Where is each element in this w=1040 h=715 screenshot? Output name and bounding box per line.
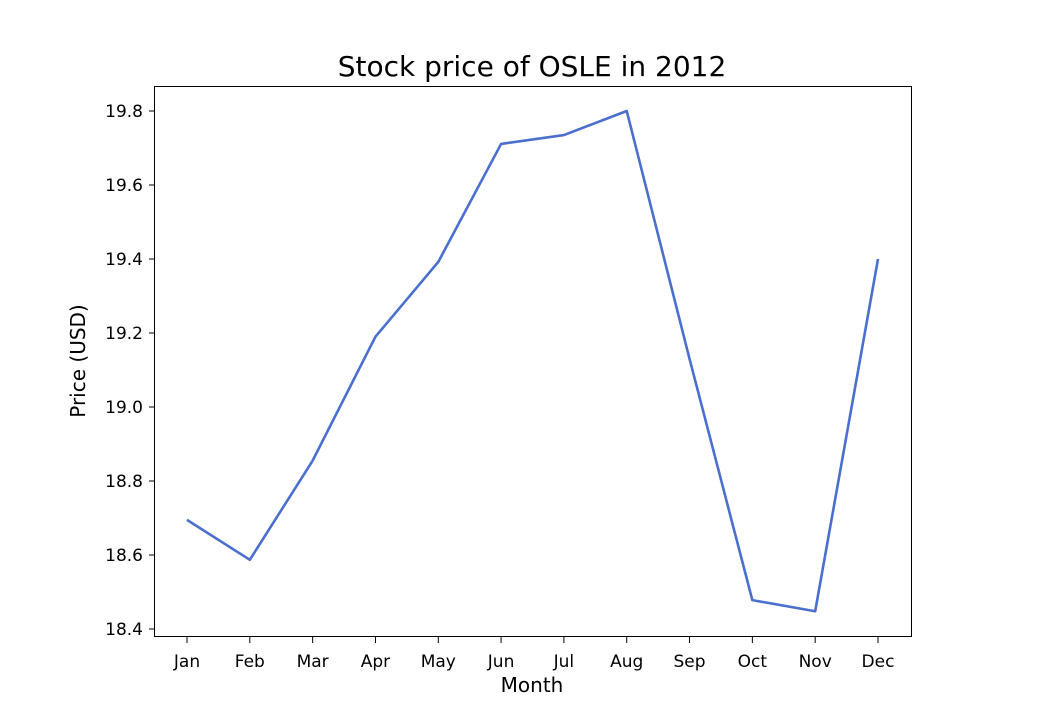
y-axis: 18.4 18.6 18.8 19.0 19.2 19.4 19.6 19.8 (105, 102, 155, 640)
x-tick-label: Dec (862, 652, 895, 672)
y-tick-label: 19.6 (105, 176, 143, 196)
y-tick-label: 19.4 (105, 250, 143, 270)
chart-title: Stock price of OSLE in 2012 (338, 50, 727, 83)
x-tick-label: Sep (674, 652, 706, 672)
x-tick-label: Oct (738, 652, 768, 672)
price-series-line (186, 109, 880, 613)
plot-area-frame (154, 86, 912, 637)
x-tick-label: Nov (799, 652, 832, 672)
y-tick-label: 19.8 (105, 102, 143, 122)
y-axis-label: Price (USD) (66, 304, 90, 418)
x-tick-label: Jul (553, 652, 575, 672)
y-tick-label: 18.8 (105, 472, 143, 492)
x-axis-label: Month (501, 673, 564, 697)
x-tick-label: Feb (235, 652, 265, 672)
y-tick-label: 19.2 (105, 324, 143, 344)
y-tick-label: 18.6 (105, 546, 143, 566)
x-tick-label: Mar (297, 652, 329, 672)
x-tick-label: Jun (487, 652, 515, 672)
x-tick-label: Jan (173, 652, 200, 672)
y-tick-label: 18.4 (105, 620, 143, 640)
x-axis: Jan Feb Mar Apr May Jun Jul Aug Sep Oct Nov Dec (173, 637, 895, 672)
series-layer (186, 109, 880, 613)
x-tick-label: May (421, 652, 456, 672)
y-tick-label: 19.0 (105, 398, 143, 418)
x-tick-label: Apr (361, 652, 390, 672)
x-tick-label: Aug (610, 652, 643, 672)
